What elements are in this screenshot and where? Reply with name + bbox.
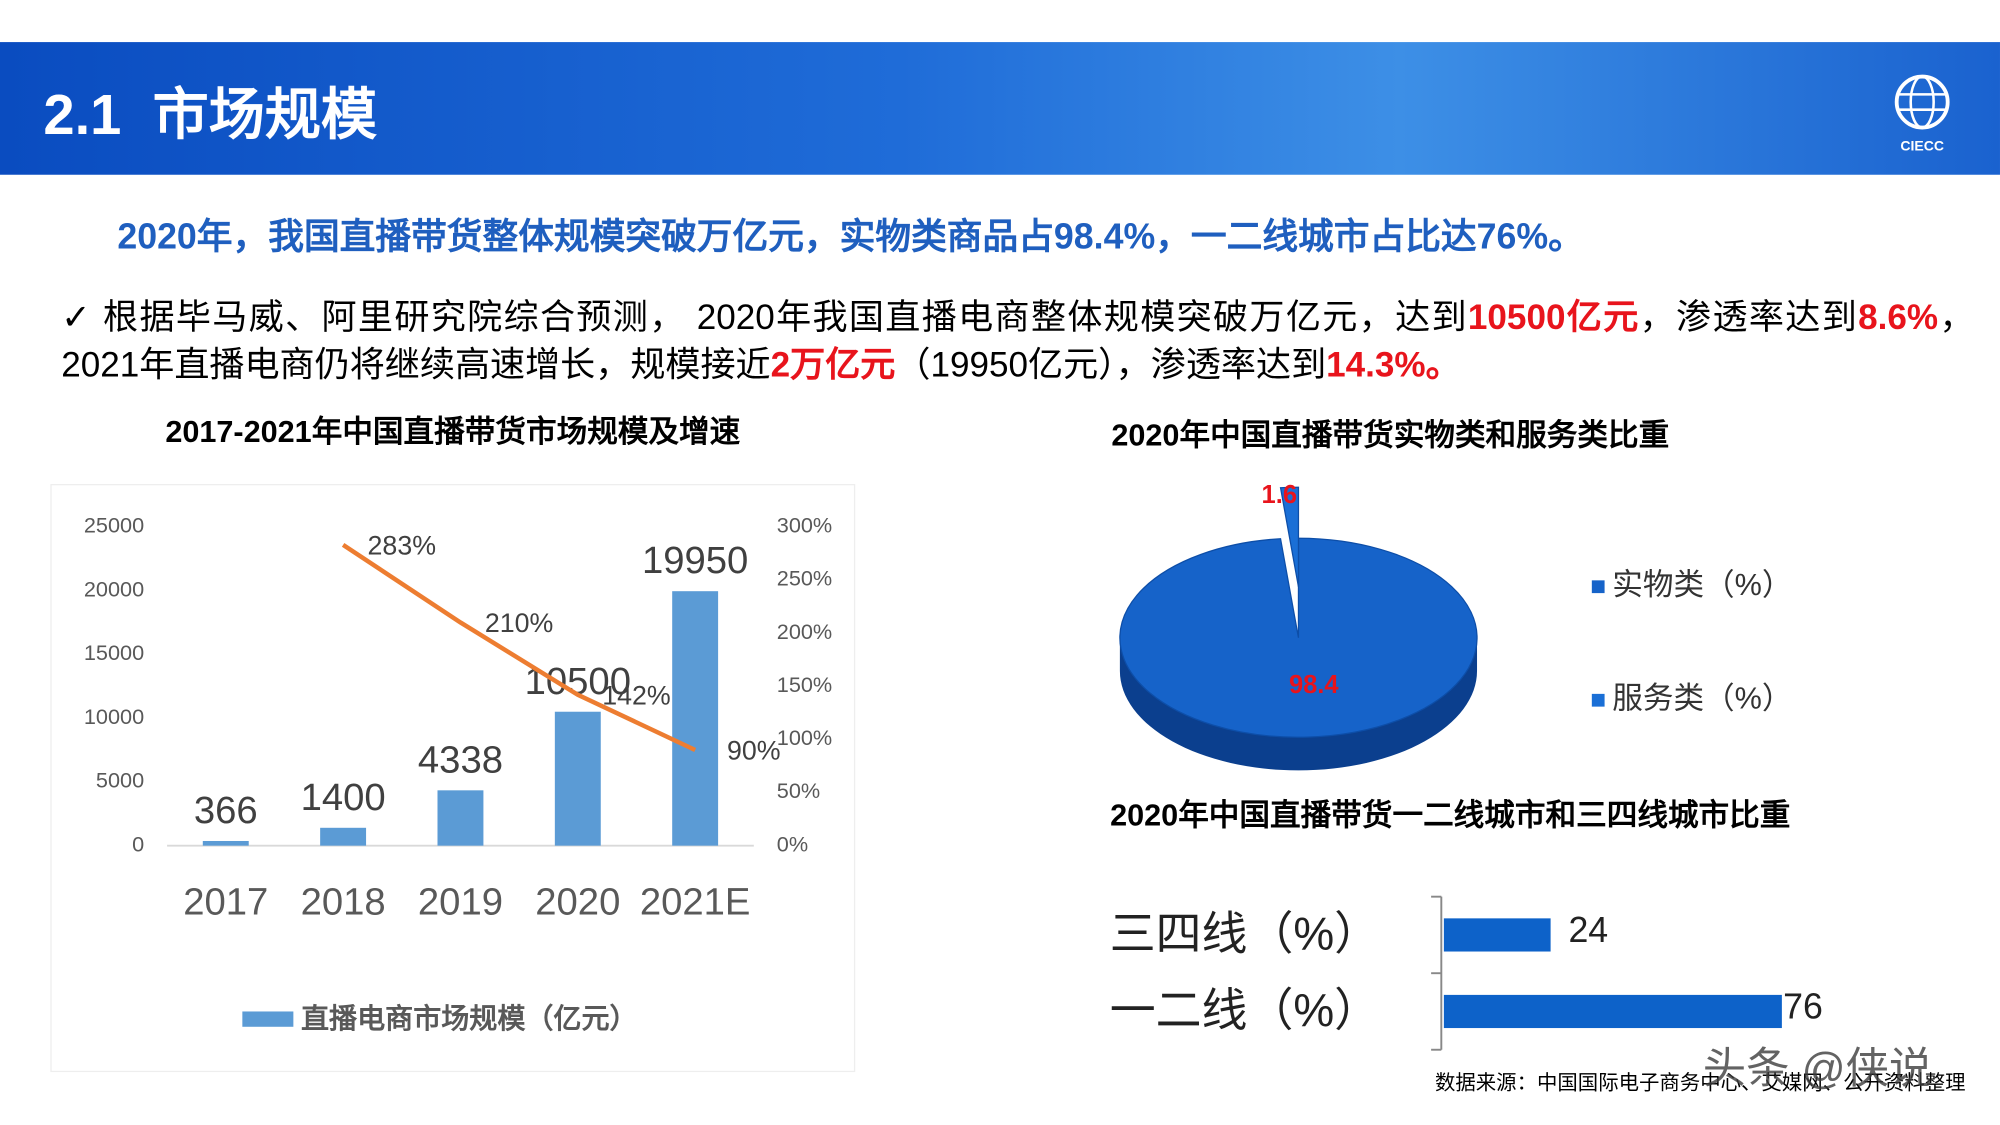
bar-value-label: 4338	[418, 738, 503, 781]
y2-tick-label: 300%	[777, 513, 832, 538]
pie-slice	[1119, 537, 1478, 738]
y2-tick-label: 50%	[777, 778, 820, 803]
bar-value-label: 19950	[642, 539, 748, 582]
x-tick-label: 2021E	[640, 880, 751, 923]
x-tick-label: 2018	[301, 880, 386, 923]
chart-title: 2020年中国直播带货一二线城市和三四线城市比重	[1110, 798, 1790, 833]
y2-tick-label: 200%	[777, 619, 832, 644]
body-text: 8.6%	[1858, 297, 1939, 337]
body-paragraph: ✓ 根据毕马威、阿里研究院综合预测， 2020年我国直播电商整体规模突破万亿元，…	[61, 293, 1974, 387]
y-tick-label: 15000	[84, 640, 144, 665]
chart-frame	[50, 484, 856, 1073]
line-value-label: 90%	[727, 736, 781, 766]
y-tick-label: 20000	[84, 576, 144, 601]
x-tick-label: 2019	[418, 880, 503, 923]
y-tick-label: 10000	[84, 704, 144, 729]
y-tick-label: 25000	[84, 513, 144, 538]
body-text: 14.3%。	[1326, 344, 1461, 384]
body-text: ，渗透率达到	[1639, 297, 1859, 337]
watermark: 头条 @侠说	[1702, 1044, 1933, 1094]
body-text: ，2021年直播电商仍将继续高速增长，规模接近	[61, 297, 1975, 384]
legend-label: 服务类（%）	[1612, 681, 1792, 715]
bar-value-label: 76	[1783, 986, 1823, 1026]
bar	[1443, 918, 1551, 952]
legend-label: 实物类（%）	[1612, 568, 1792, 602]
y-tick-label: 0	[132, 831, 144, 856]
y-tick-label: 一二线（%）	[1110, 984, 1380, 1036]
y2-tick-label: 250%	[777, 566, 832, 591]
headline: 2020年，我国直播带货整体规模突破万亿元，实物类商品占98.4%，一二线城市占…	[117, 216, 1584, 257]
line-value-label: 142%	[602, 680, 670, 710]
bar	[202, 840, 249, 846]
line-value-label: 283%	[368, 530, 436, 560]
pie-value-label: 1.6	[1262, 481, 1297, 509]
x-tick-label: 2017	[183, 880, 268, 923]
legend-swatch	[1591, 580, 1605, 594]
body-text: 10500亿元	[1467, 297, 1640, 337]
bar-value-label: 1400	[301, 776, 386, 819]
pie-slice	[1279, 486, 1300, 587]
chart-title: 2020年中国直播带货实物类和服务类比重	[1111, 418, 1669, 453]
legend-swatch	[242, 1011, 294, 1027]
bar	[320, 827, 367, 846]
source-note: 数据来源：中国国际电子商务中心、艾媒网、公开资料整理	[1434, 1072, 1966, 1095]
y-tick-label: 三四线（%）	[1110, 908, 1380, 960]
x-tick-label: 2020	[535, 880, 620, 923]
y2-tick-label: 100%	[777, 725, 832, 750]
logo: CIECC	[1894, 74, 1950, 153]
body-text: （19950亿元），渗透率达到	[895, 344, 1327, 384]
bar	[554, 711, 601, 846]
y-tick-label: 5000	[96, 768, 144, 793]
bar	[437, 790, 484, 846]
y2-tick-label: 150%	[777, 672, 832, 697]
y2-tick-label: 0%	[777, 831, 808, 856]
bar	[1443, 994, 1782, 1029]
body-text: 2万亿元	[770, 344, 896, 384]
bar-value-label: 366	[194, 789, 258, 832]
body-text: ✓ 根据毕马威、阿里研究院综合预测， 2020年我国直播电商整体规模突破万亿元，…	[61, 297, 1468, 337]
pie-value-label: 98.4	[1289, 671, 1339, 699]
pie-side	[1119, 637, 1478, 771]
line-value-label: 210%	[485, 608, 553, 638]
legend-swatch	[1591, 693, 1605, 707]
bar	[672, 591, 719, 846]
logo-text: CIECC	[1900, 137, 1944, 153]
growth-line	[341, 542, 697, 753]
legend-label: 直播电商市场规模（亿元）	[301, 1002, 638, 1034]
slide-title: 2.1 市场规模	[43, 84, 378, 147]
header-band	[0, 42, 2000, 175]
bar-value-label: 24	[1568, 910, 1608, 950]
chart-title: 2017-2021年中国直播带货市场规模及增速	[165, 414, 740, 449]
